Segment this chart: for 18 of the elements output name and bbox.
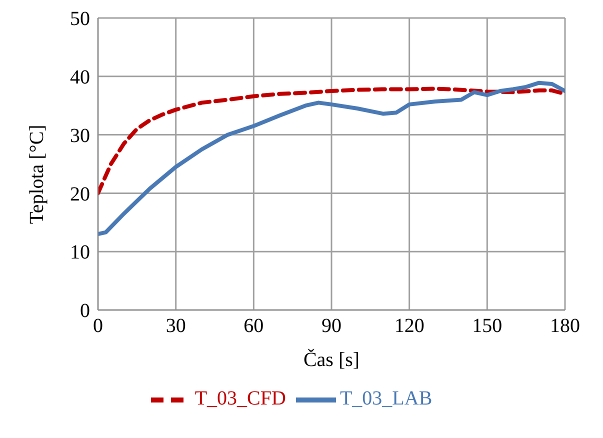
x-tick-label: 30	[166, 315, 186, 338]
x-tick-label: 180	[550, 315, 580, 338]
x-tick-label: 120	[394, 315, 424, 338]
y-tick-label: 20	[70, 183, 90, 206]
y-tick-label: 40	[70, 66, 90, 88]
x-tick-label: 60	[244, 315, 264, 338]
legend-label: T_03_LAB	[340, 388, 432, 410]
y-tick-label: 50	[70, 8, 90, 30]
line-series	[98, 86, 565, 196]
x-axis-title: Čas [s]	[303, 348, 360, 371]
x-tick-label: 150	[472, 315, 502, 338]
y-axis-title: Teplota [°C]	[26, 124, 48, 224]
x-tick-label: 90	[322, 315, 342, 338]
y-tick-label: 30	[70, 124, 90, 147]
line-series	[98, 80, 565, 236]
y-tick-label: 0	[80, 300, 90, 322]
y-tick-label: 10	[70, 242, 90, 264]
legend-label: T_03_CFD	[194, 388, 286, 410]
